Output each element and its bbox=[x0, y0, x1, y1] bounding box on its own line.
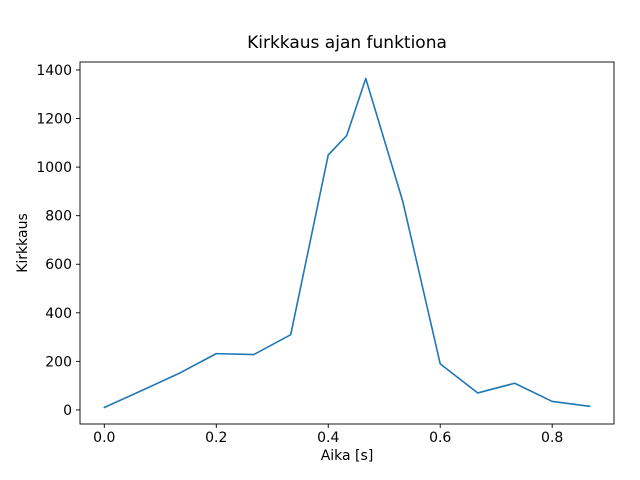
y-tick-label: 1400 bbox=[36, 63, 72, 79]
data-line-series bbox=[103, 77, 591, 409]
chart-dynamic-layer: 0.0 0.2 0.4 0.6 0.8 0 200 400 600 800 1000 1200 1400 bbox=[36, 63, 591, 446]
x-axis-label: Aika [s] bbox=[321, 448, 374, 464]
y-tick-label: 1000 bbox=[36, 160, 72, 176]
y-tick-label: 1200 bbox=[36, 112, 72, 128]
x-tick-label: 0.4 bbox=[317, 430, 339, 446]
x-tick-label: 0.6 bbox=[429, 430, 451, 446]
y-tick-label: 200 bbox=[45, 354, 72, 370]
y-tick-label: 800 bbox=[45, 209, 72, 225]
y-tick-label: 600 bbox=[45, 257, 72, 273]
chart-title: Kirkkaus ajan funktiona bbox=[247, 33, 447, 53]
y-tick-label: 0 bbox=[63, 403, 72, 419]
x-tick-label: 0.0 bbox=[93, 430, 115, 446]
y-tick-label: 400 bbox=[45, 306, 72, 322]
plot-area-border bbox=[79, 61, 615, 425]
x-tick-label: 0.2 bbox=[205, 430, 227, 446]
y-axis-label: Kirkkaus bbox=[15, 213, 31, 273]
x-tick-label: 0.8 bbox=[541, 430, 563, 446]
